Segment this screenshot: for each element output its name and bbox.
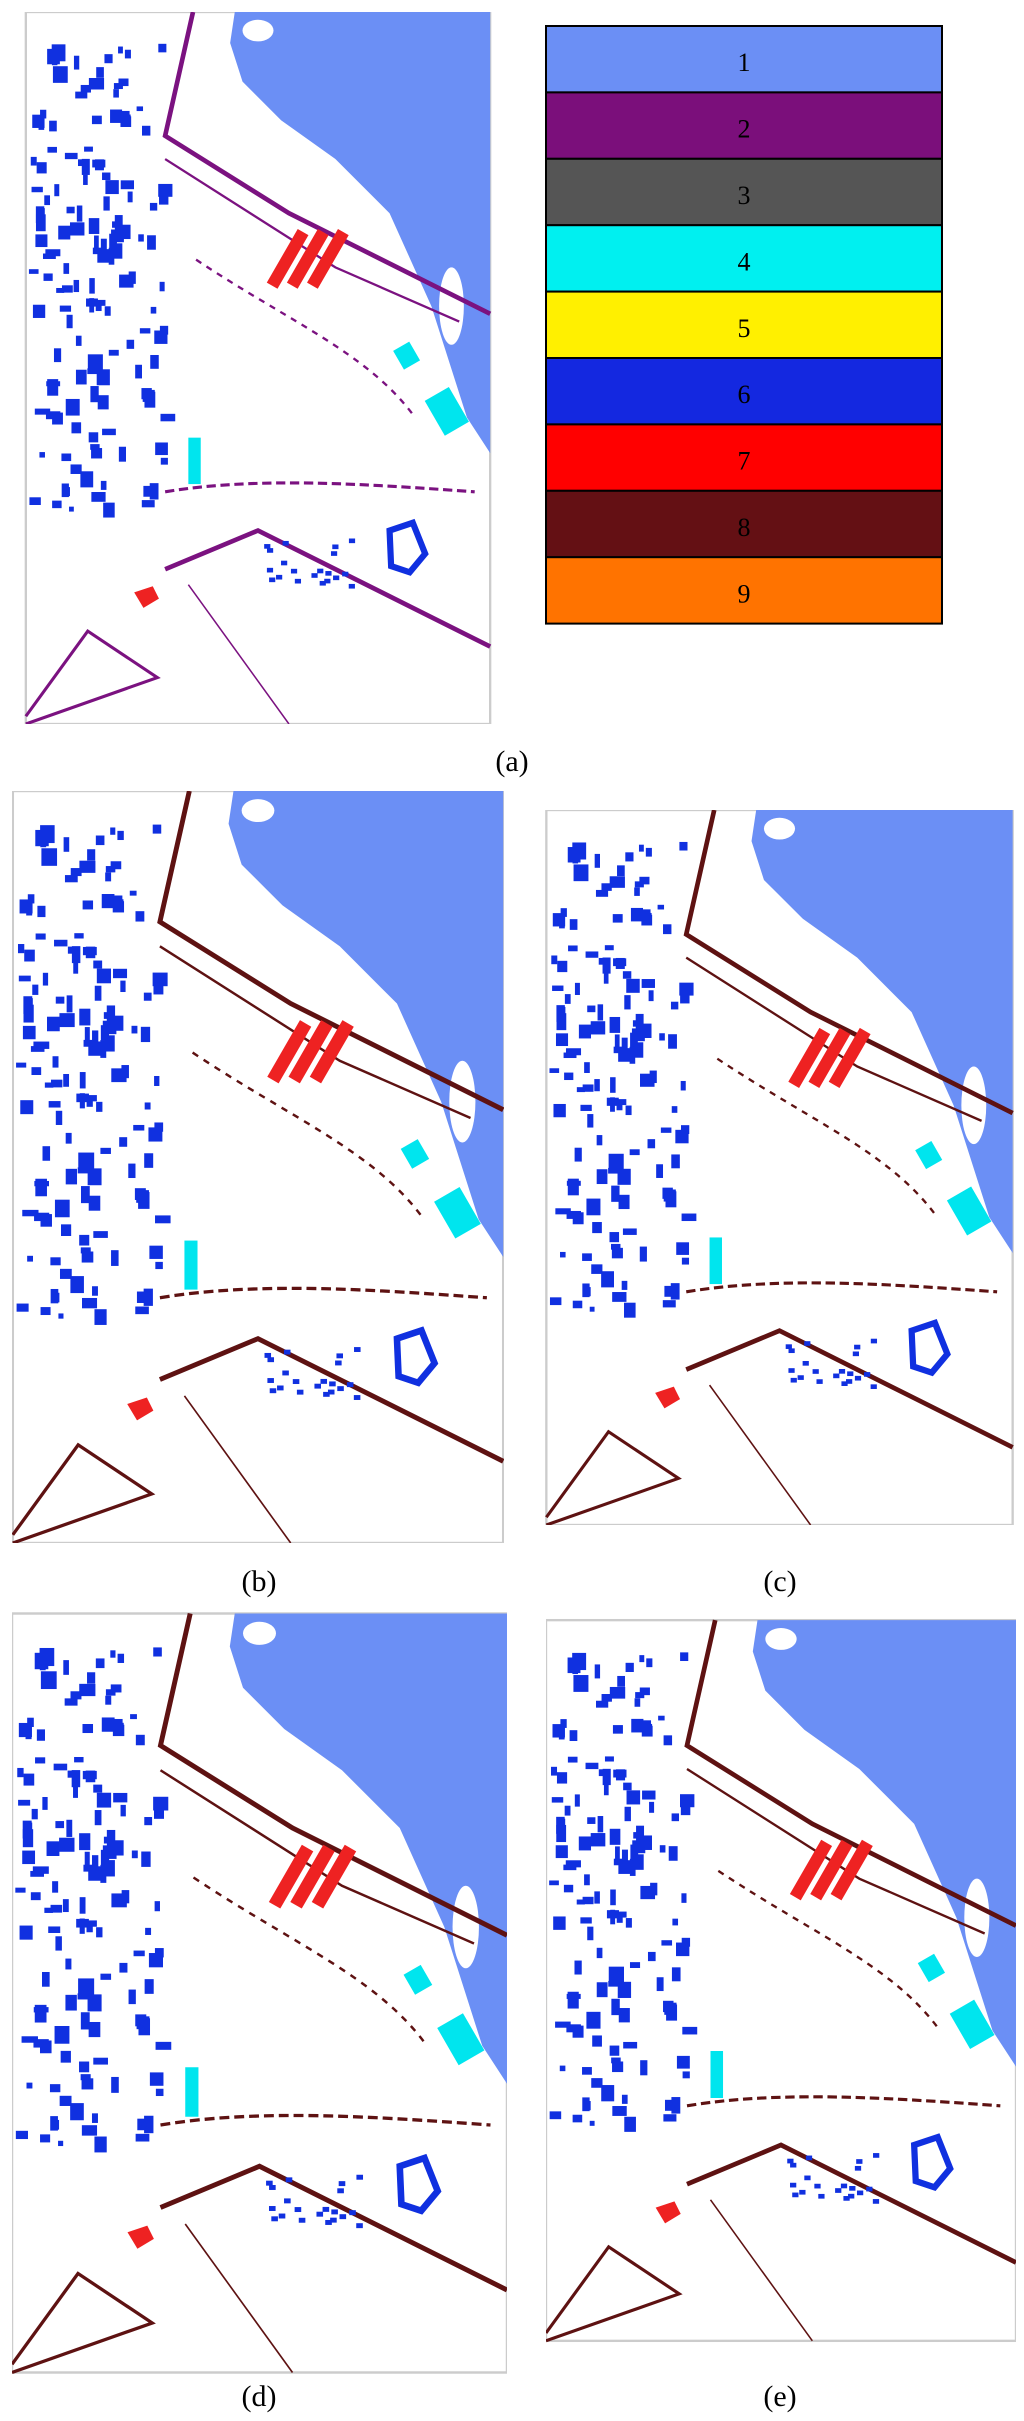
legend-swatch <box>545 25 943 94</box>
panel-a-map <box>26 12 490 724</box>
legend-label: 3 <box>738 181 751 210</box>
panel-label: (b) <box>241 1565 277 1598</box>
legend-row: 6 <box>545 357 943 426</box>
panel-label: (d) <box>241 2380 277 2413</box>
panel-e-map <box>546 1620 1016 2341</box>
panel-label: (a) <box>495 745 529 778</box>
legend-label: 6 <box>738 380 751 409</box>
legend-row: 3 <box>545 157 943 227</box>
legend-label: 4 <box>738 247 751 276</box>
legend-row: 1 <box>545 25 943 94</box>
legend-row: 9 <box>545 556 943 625</box>
legend-label: 5 <box>738 314 751 343</box>
legend-swatch <box>545 489 943 559</box>
legend-swatch <box>545 91 943 160</box>
panel-c-map <box>546 810 1012 1525</box>
panel-d-map <box>12 1614 507 2373</box>
legend-label: 2 <box>738 115 751 144</box>
legend-row: 2 <box>545 91 943 160</box>
legend-swatch <box>545 224 943 293</box>
legend: 1 2 3 4 5 6 7 8 9 <box>545 25 943 625</box>
panel-b-map <box>13 791 503 1543</box>
panel-label: (e) <box>763 2380 797 2413</box>
panel-label: (c) <box>763 1565 797 1598</box>
legend-row: 7 <box>545 423 943 492</box>
legend-row: 5 <box>545 290 943 360</box>
legend-label: 8 <box>738 513 751 542</box>
legend-swatch <box>545 157 943 227</box>
legend-swatch <box>545 556 943 625</box>
legend-row: 4 <box>545 224 943 293</box>
legend-label: 1 <box>738 48 751 77</box>
legend-label: 7 <box>738 447 751 476</box>
legend-swatch <box>545 357 943 426</box>
legend-row: 8 <box>545 489 943 559</box>
legend-label: 9 <box>738 579 751 608</box>
